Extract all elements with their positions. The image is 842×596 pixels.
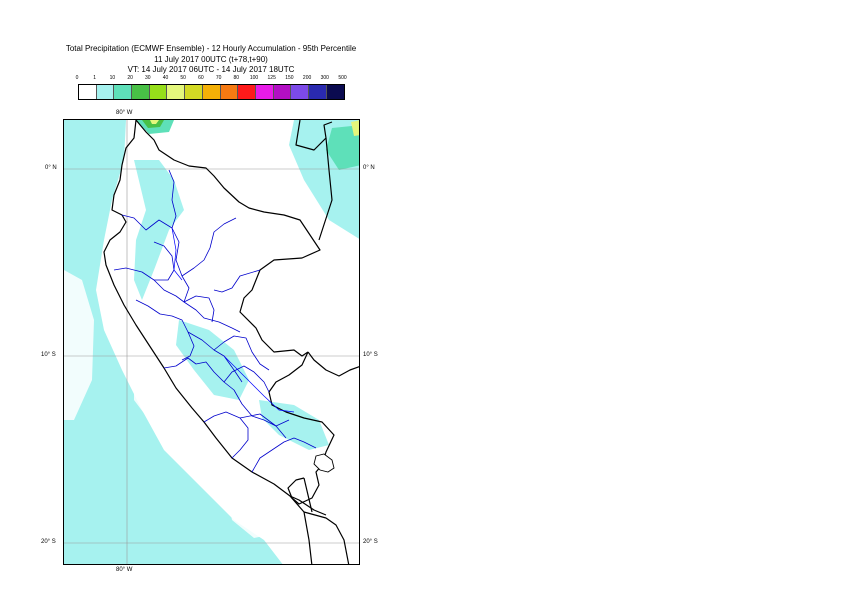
legend-swatch — [238, 85, 256, 99]
country-borders — [103, 120, 359, 564]
legend-swatch — [149, 85, 168, 99]
legend-swatch — [185, 85, 203, 99]
legend-swatch — [132, 85, 150, 99]
precip-area-inland-3 — [259, 400, 329, 450]
precip-area-northeast-yellow — [351, 120, 359, 136]
legend-swatch — [255, 85, 274, 99]
legend-swatch — [220, 85, 239, 99]
legend-label: 200 — [302, 75, 312, 81]
lat-label-left-10: 10° S — [41, 352, 56, 358]
regional-boundaries — [113, 169, 317, 473]
legend-label: 80 — [233, 75, 240, 81]
legend-label: 60 — [198, 75, 204, 81]
legend-swatch — [167, 85, 186, 99]
legend-label: 20 — [127, 75, 133, 81]
map-canvas — [64, 120, 359, 564]
precip-area-northeast-medium — [326, 125, 359, 170]
precip-area-inland-2 — [176, 320, 249, 400]
title-line-2: 11 July 2017 00UTC (t+78,t+90) — [154, 55, 268, 64]
legend-color-bar — [78, 84, 346, 100]
legend-swatch — [79, 85, 97, 99]
legend-label: 70 — [215, 75, 222, 81]
rivers — [171, 227, 295, 413]
legend-swatch — [114, 85, 133, 99]
lat-label-right-0: 0° N — [363, 165, 375, 171]
legend-swatch — [96, 85, 115, 99]
precip-area-inland-1 — [134, 160, 184, 300]
title-line-3: VT: 14 July 2017 06UTC - 14 July 2017 18… — [127, 65, 295, 74]
legend-label: 300 — [320, 75, 329, 81]
legend-swatch — [291, 85, 309, 99]
precip-area-north-yellow — [150, 120, 159, 124]
lat-label-left-0: 0° N — [45, 165, 57, 171]
precip-area-ocean-west — [64, 120, 283, 564]
legend-labels: 0 1 10 20 30 40 50 60 70 80 100 125 150 … — [70, 75, 360, 83]
lat-label-left-20: 20° S — [41, 539, 56, 545]
lon-label-top: 80° W — [116, 110, 133, 116]
legend-label: 0 — [75, 75, 79, 81]
legend-label: 500 — [338, 75, 347, 81]
precipitation-map — [63, 119, 360, 565]
legend-label: 10 — [109, 75, 116, 81]
lon-label-bottom: 80° W — [116, 567, 133, 573]
legend-label: 150 — [285, 75, 294, 81]
legend-swatch — [273, 85, 292, 99]
legend-swatch — [326, 85, 345, 99]
graticule — [64, 120, 359, 564]
lake-titicaca — [313, 453, 335, 473]
lat-label-right-10: 10° S — [363, 352, 378, 358]
legend-label: 1 — [93, 75, 97, 81]
title-line-1: Total Precipitation (ECMWF Ensemble) - 1… — [65, 44, 357, 53]
legend-swatch — [202, 85, 221, 99]
lat-label-right-20: 20° S — [363, 539, 378, 545]
legend-label: 100 — [249, 75, 259, 81]
precip-area-ocean-streaks — [64, 270, 269, 538]
legend-label: 50 — [180, 75, 186, 81]
legend-label: 30 — [145, 75, 151, 81]
legend-swatch — [308, 85, 327, 99]
legend-label: 40 — [162, 75, 169, 81]
legend-label: 125 — [267, 75, 276, 81]
